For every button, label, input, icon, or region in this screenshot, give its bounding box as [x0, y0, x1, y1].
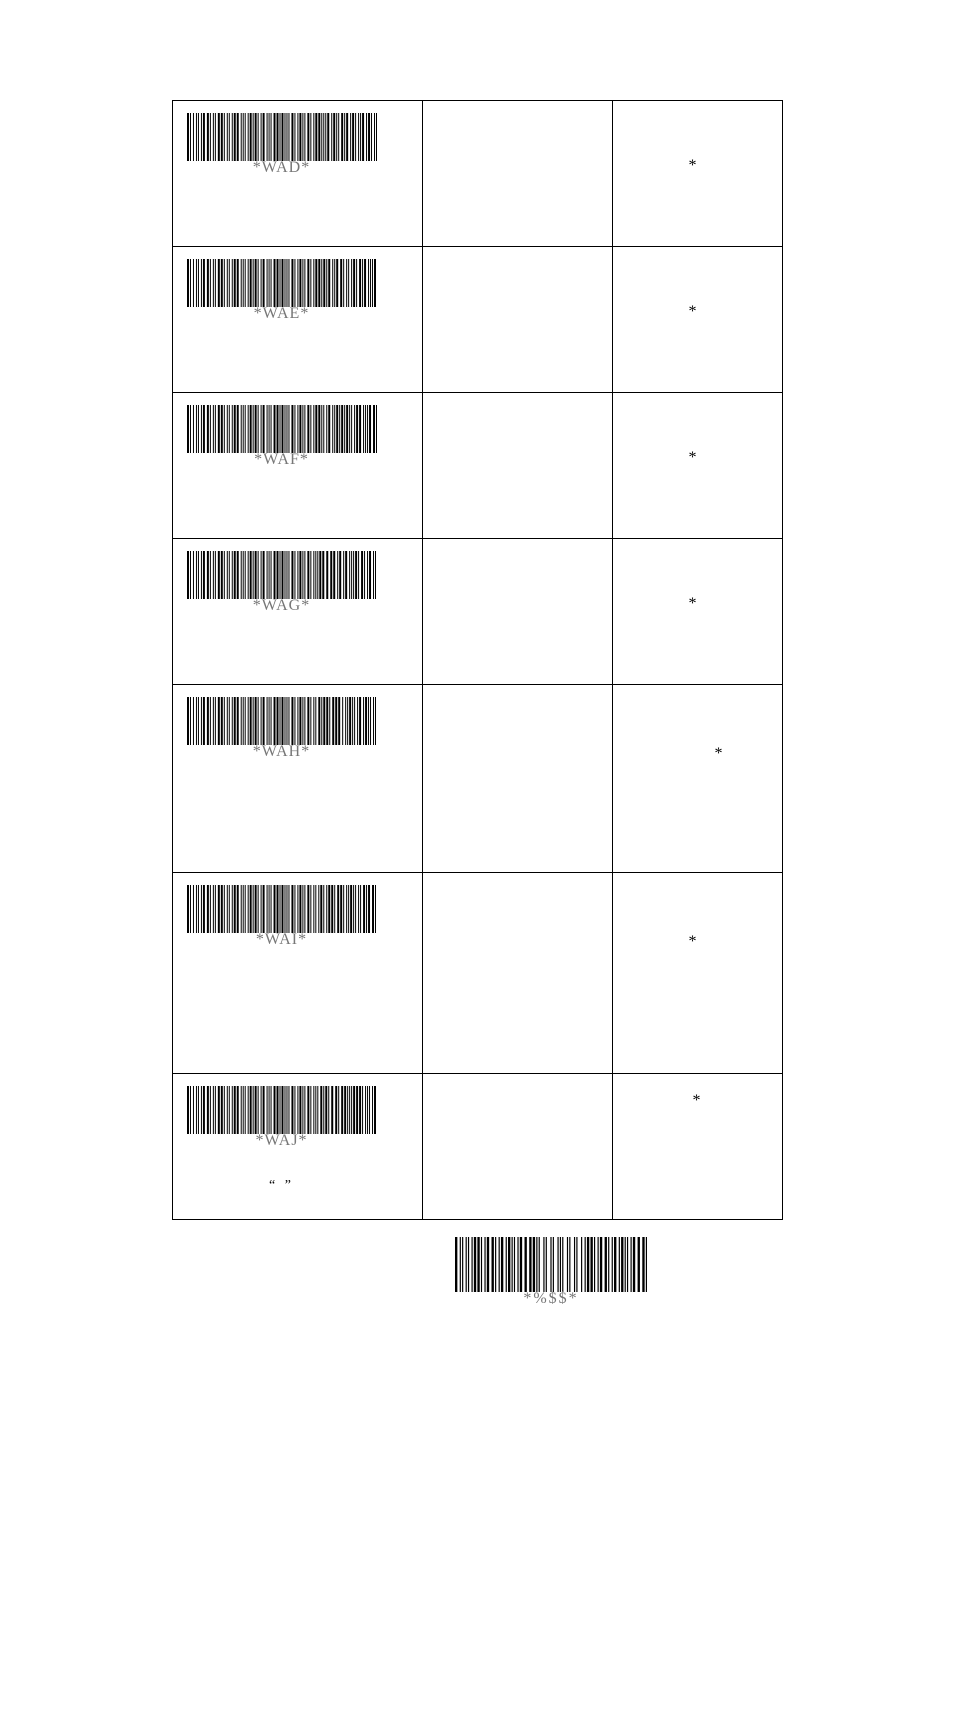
table-row: *WAH* * — [172, 685, 782, 873]
table-row: *WAG* * — [172, 539, 782, 685]
barcode-icon — [187, 885, 377, 933]
barcode-cell: *WAG* — [172, 539, 422, 685]
barcode-caption: *WAH* — [187, 743, 377, 761]
barcode-caption: *WAF* — [187, 451, 377, 469]
empty-cell — [422, 539, 612, 685]
table-row: *WAF* * — [172, 393, 782, 539]
barcode-icon — [455, 1237, 647, 1292]
table-row: *WAJ* “ ” * — [172, 1074, 782, 1220]
barcode-cell: *WAE* — [172, 247, 422, 393]
asterisk-cell: * — [612, 101, 782, 247]
asterisk-cell: * — [612, 393, 782, 539]
asterisk-cell: * — [612, 1074, 782, 1220]
barcode-icon — [187, 113, 377, 161]
barcode-table-body: *WAD***WAE***WAF***WAG***WAH***WAI***WAJ… — [172, 101, 782, 1220]
table-row: *WAE* * — [172, 247, 782, 393]
barcode-table: *WAD***WAE***WAF***WAG***WAH***WAI***WAJ… — [172, 100, 783, 1220]
empty-cell — [422, 1074, 612, 1220]
asterisk-mark: * — [689, 157, 697, 175]
barcode-cell: *WAH* — [172, 685, 422, 873]
empty-cell — [422, 247, 612, 393]
barcode-cell: *WAF* — [172, 393, 422, 539]
page: *WAD***WAE***WAF***WAG***WAH***WAI***WAJ… — [0, 0, 954, 1731]
footer-barcode-caption: *%$$* — [455, 1290, 647, 1308]
barcode-cell: *WAJ* “ ” — [172, 1074, 422, 1220]
extra-text: “ ” — [187, 1178, 377, 1194]
asterisk-cell: * — [612, 539, 782, 685]
barcode-icon — [187, 551, 377, 599]
barcode-caption: *WAD* — [187, 159, 377, 177]
asterisk-mark: * — [689, 933, 697, 951]
table-row: *WAD* * — [172, 101, 782, 247]
barcode-cell: *WAD* — [172, 101, 422, 247]
asterisk-cell: * — [612, 873, 782, 1074]
asterisk-cell: * — [612, 247, 782, 393]
barcode-cell: *WAI* — [172, 873, 422, 1074]
asterisk-mark: * — [689, 595, 697, 613]
asterisk-cell: * — [612, 685, 782, 873]
asterisk-mark: * — [689, 303, 697, 321]
empty-cell — [422, 101, 612, 247]
barcode-icon — [187, 405, 377, 453]
barcode-icon — [187, 697, 377, 745]
barcode-icon — [187, 259, 377, 307]
barcode-caption: *WAI* — [187, 931, 377, 949]
asterisk-mark: * — [689, 449, 697, 467]
barcode-caption: *WAE* — [187, 305, 377, 323]
empty-cell — [422, 873, 612, 1074]
asterisk-mark: * — [693, 1092, 701, 1110]
table-row: *WAI* * — [172, 873, 782, 1074]
footer-barcode-block: *%$$* — [455, 1237, 647, 1308]
empty-cell — [422, 393, 612, 539]
barcode-caption: *WAJ* — [187, 1132, 377, 1150]
barcode-icon — [187, 1086, 377, 1134]
asterisk-mark: * — [715, 745, 723, 763]
empty-cell — [422, 685, 612, 873]
barcode-caption: *WAG* — [187, 597, 377, 615]
